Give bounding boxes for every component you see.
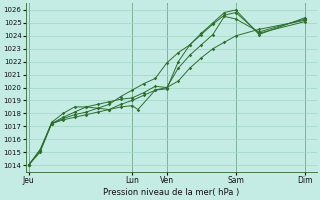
X-axis label: Pression niveau de la mer( hPa ): Pression niveau de la mer( hPa ) [103,188,239,197]
